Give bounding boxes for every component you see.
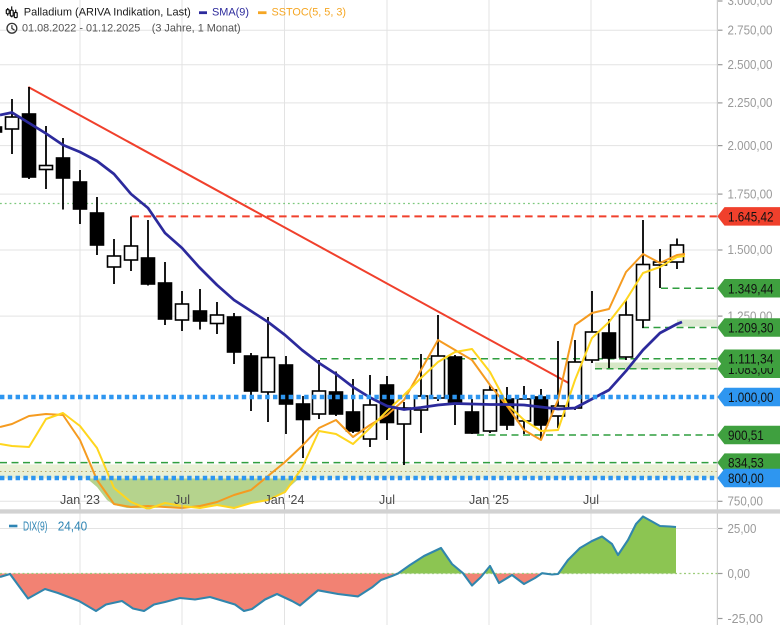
svg-text:2.250,00: 2.250,00 bbox=[728, 95, 773, 110]
svg-text:1.500,00: 1.500,00 bbox=[728, 242, 773, 257]
svg-text:25,00: 25,00 bbox=[728, 521, 757, 536]
svg-text:SMA(9): SMA(9) bbox=[212, 7, 249, 19]
svg-text:-25,00: -25,00 bbox=[728, 611, 763, 625]
svg-text:2.000,00: 2.000,00 bbox=[728, 138, 773, 153]
svg-text:750,00: 750,00 bbox=[728, 494, 763, 509]
svg-text:2.500,00: 2.500,00 bbox=[728, 57, 773, 72]
svg-text:24,40: 24,40 bbox=[58, 519, 88, 533]
svg-text:1.209,30: 1.209,30 bbox=[728, 321, 774, 337]
svg-text:01.08.2022 - 01.12.2025: 01.08.2022 - 01.12.2025 bbox=[22, 23, 140, 35]
svg-text:SSTOC(5, 5, 3): SSTOC(5, 5, 3) bbox=[272, 7, 347, 19]
svg-text:Jul: Jul bbox=[379, 493, 395, 507]
svg-text:Jan '23: Jan '23 bbox=[60, 493, 100, 507]
svg-text:834,53: 834,53 bbox=[728, 456, 764, 472]
svg-text:(3 Jahre, 1 Monat): (3 Jahre, 1 Monat) bbox=[152, 23, 241, 35]
svg-text:0,00: 0,00 bbox=[728, 566, 751, 581]
svg-text:1.000,00: 1.000,00 bbox=[728, 390, 774, 406]
svg-text:1.645,42: 1.645,42 bbox=[728, 209, 774, 225]
svg-text:Jul: Jul bbox=[583, 493, 599, 507]
svg-text:1.111,34: 1.111,34 bbox=[728, 352, 774, 368]
svg-text:Jan '24: Jan '24 bbox=[265, 493, 305, 507]
svg-text:Jul: Jul bbox=[174, 493, 190, 507]
svg-text:1.349,44: 1.349,44 bbox=[728, 281, 774, 297]
svg-text:800,00: 800,00 bbox=[728, 471, 764, 487]
svg-text:Palladium (ARIVA Indikation, L: Palladium (ARIVA Indikation, Last) bbox=[24, 7, 191, 19]
svg-text:DIX(9): DIX(9) bbox=[23, 519, 48, 533]
svg-text:1.750,00: 1.750,00 bbox=[728, 186, 773, 201]
svg-text:900,51: 900,51 bbox=[728, 428, 764, 444]
svg-text:3.000,00: 3.000,00 bbox=[728, 0, 773, 8]
svg-text:Jan '25: Jan '25 bbox=[469, 493, 509, 507]
svg-text:2.750,00: 2.750,00 bbox=[728, 22, 773, 37]
